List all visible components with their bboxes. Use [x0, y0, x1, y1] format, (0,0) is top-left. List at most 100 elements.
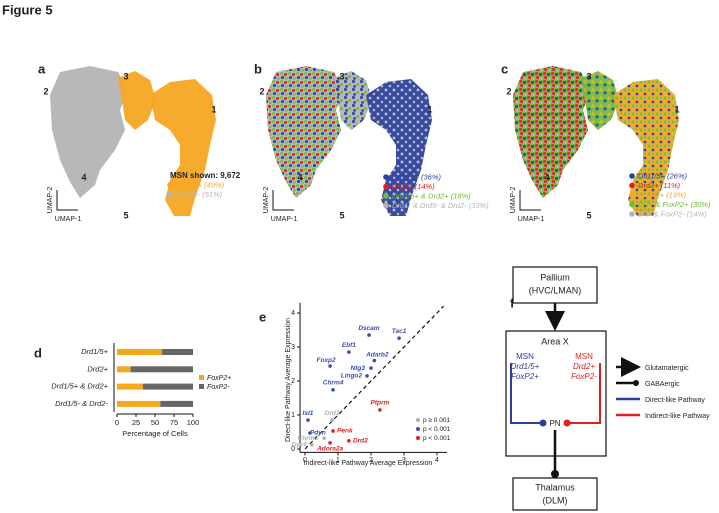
node-label: Drd1/5+ [511, 362, 540, 371]
x-tick-label: 0 [303, 457, 307, 464]
point [328, 364, 332, 368]
legend-dot [383, 193, 389, 199]
legend-label: DR+ & FoxP2+ (30%) [638, 200, 711, 209]
point [369, 366, 373, 370]
cluster-label: 2 [43, 86, 48, 96]
node-label: MSN [575, 352, 593, 361]
legend-label: Drd1/5+ (26%) [638, 171, 687, 180]
legend-label: Direct-like Pathway [645, 397, 705, 404]
point-label: Chrm4 [323, 380, 344, 387]
point [331, 388, 335, 392]
point-label: Ebf1 [342, 342, 356, 349]
cluster-label: 1 [427, 104, 432, 114]
synapse [563, 419, 571, 427]
point [378, 408, 382, 412]
point [328, 441, 332, 445]
bar-segment [160, 400, 193, 407]
cluster-label: 2 [259, 86, 264, 96]
x-tick-label: 25 [132, 418, 140, 427]
legend-label: p < 0.001 [423, 435, 451, 442]
x-tick-label: 75 [170, 418, 178, 427]
node-label: Pallium [540, 272, 570, 282]
point [308, 431, 312, 435]
node-label: FoxP2+ [511, 372, 539, 381]
legend-label: Drd2+ (14%) [392, 182, 435, 191]
cluster-region [50, 66, 128, 198]
point-label: Drd1 [325, 410, 340, 417]
point-label: Tac1 [392, 328, 407, 335]
legend-label: Glutamatergic [645, 365, 689, 372]
axis-label: UMAP-2 [510, 187, 517, 214]
x-axis-label: Percentage of Cells [122, 429, 188, 438]
legend-label: Drd1- & Drd5- & Drd2- (33%) [392, 201, 489, 210]
point [367, 333, 371, 337]
axis-label: UMAP-1 [55, 216, 82, 223]
cluster-label: 5 [586, 210, 591, 220]
synapse [551, 470, 559, 478]
bar-segment [142, 383, 193, 390]
x-tick-label: 100 [187, 418, 200, 427]
cluster-label: 4 [297, 172, 302, 182]
y-tick-label: 0 [291, 446, 295, 453]
legend-dot [167, 182, 173, 188]
panel-label: a [38, 61, 46, 76]
y-tick-label: 3 [291, 344, 295, 351]
node-label: PN [549, 419, 560, 428]
legend-swatch [199, 375, 204, 380]
cluster-label: 2 [506, 86, 511, 96]
bar-segment [117, 366, 131, 373]
y-tick-label: Drd1/5+ [81, 347, 109, 356]
point [365, 374, 369, 378]
cluster-label: 4 [544, 172, 549, 182]
legend-label: FoxP2+ (49%) [176, 180, 225, 189]
legend-label: Indirect-like Pathway [645, 413, 710, 420]
point-label: Pdyn [310, 430, 326, 437]
direct-path [510, 363, 541, 424]
y-tick-label: Drd1/5- & Drd2- [55, 399, 108, 408]
legend-dot [629, 173, 635, 179]
cluster-label: 5 [123, 210, 128, 220]
y-tick-label: Drd2+ [87, 364, 108, 373]
legend-label: Drd1/5+ & Drd2+ (18%) [392, 191, 471, 200]
node-label: MSN [516, 352, 534, 361]
legend-dot [629, 211, 635, 217]
bar-segment [130, 366, 193, 373]
point [372, 358, 377, 363]
point-label: Adarb2 [365, 351, 389, 358]
panel-label: d [34, 345, 42, 360]
cluster-label: 3 [339, 71, 344, 81]
point-label: Lingo2 [341, 373, 363, 380]
legend-label: p ≥ 0.001 [423, 417, 450, 424]
bar-segment [117, 400, 161, 407]
axis-arrow [272, 190, 294, 211]
cluster-label: 3 [123, 71, 128, 81]
cluster-label: 1 [674, 104, 679, 114]
x-tick-label: 1 [336, 457, 340, 464]
legend-dot [167, 191, 173, 198]
point [347, 439, 351, 443]
legend-label: FoxP2- (51%) [176, 190, 223, 199]
legend-label: GABAergic [645, 381, 680, 388]
cluster-region [613, 79, 679, 216]
legend-dot [629, 192, 635, 198]
point [306, 418, 310, 422]
cluster-label: 5 [339, 210, 344, 220]
legend-dot [629, 182, 635, 189]
point [331, 429, 335, 433]
point-label: Dscam [358, 325, 380, 332]
cluster-label: 1 [211, 104, 216, 114]
legend-label: DR- & FoxP2- (14%) [638, 209, 707, 218]
axis-label: UMAP-2 [47, 187, 54, 214]
axis-arrow [519, 190, 541, 211]
node-label: Drd2+ [573, 362, 595, 371]
cluster-region [118, 71, 156, 130]
node-label: Thalamus [535, 482, 575, 492]
cluster-region [266, 66, 344, 198]
x-tick-label: 3 [402, 457, 406, 464]
point-label: Ptprm [371, 400, 390, 407]
x-axis-label: Indirect-like Pathway Average Expression [304, 460, 433, 467]
x-tick-label: 4 [435, 457, 439, 464]
y-axis-label: Direct-like Pathway Average Expression [285, 318, 292, 442]
legend-dot [383, 174, 389, 180]
figure-title: Figure 5 [2, 2, 53, 17]
